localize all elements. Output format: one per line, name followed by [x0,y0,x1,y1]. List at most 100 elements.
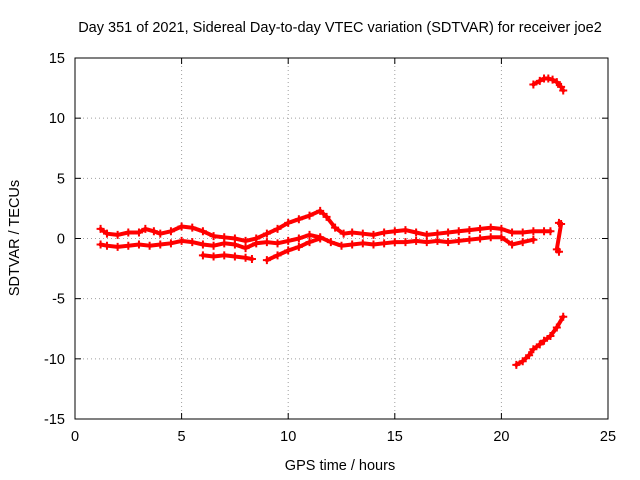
data-point [273,224,282,233]
data-point [422,230,431,239]
data-point [156,229,165,238]
data-point [96,224,105,233]
data-point [540,336,549,345]
data-point [124,228,133,237]
data-point [433,229,442,238]
data-point [412,228,421,237]
data-point [525,351,534,360]
data-point [188,223,197,232]
axis-ticks [74,57,609,420]
data-point [512,360,521,369]
data-point [134,240,143,249]
y-tick-label: 15 [49,51,65,67]
data-point [141,224,150,233]
data-point [476,234,485,243]
data-point [559,86,568,95]
data-point [241,253,250,262]
data-point [390,227,399,236]
data-point [557,220,566,229]
data-point [444,228,453,237]
data-point [284,218,293,227]
data-point [546,331,555,340]
data-point [535,76,544,85]
data-point [546,227,555,236]
data-point [465,226,474,235]
data-point [294,215,303,224]
plot-frame [74,57,609,420]
data-point [252,239,261,248]
data-point [209,252,218,261]
data-point [518,357,527,366]
data-point [529,80,538,89]
x-tick-label: 5 [178,429,186,445]
data-point [348,240,357,249]
data-point [305,230,314,239]
data-point [331,223,340,232]
data-point [316,206,325,215]
data-point [102,241,111,250]
x-tick-label: 0 [71,429,79,445]
data-point [508,228,517,237]
data-point [337,241,346,250]
data-point [390,238,399,247]
data-point [476,224,485,233]
data-point [348,228,357,237]
x-tick-labels: 0 5 10 15 20 25 [71,429,616,445]
series-0 [96,206,555,245]
x-tick-label: 20 [493,429,509,445]
series-trace [98,208,553,243]
y-tick-label: 10 [49,111,65,127]
y-tick-label: 0 [57,232,65,248]
chart-title: Day 351 of 2021, Sidereal Day-to-day VTE… [78,20,602,36]
data-point [358,229,367,238]
data-point [454,236,463,245]
data-point [262,229,271,238]
data-points [96,74,568,369]
data-point [177,222,186,231]
data-point [369,230,378,239]
data-point [552,78,561,87]
data-point [326,238,335,247]
data-point [316,234,325,243]
y-tick-labels: -15 -10 -5 0 5 10 15 [44,51,65,428]
data-point [465,235,474,244]
data-point [548,75,557,84]
data-point [294,242,303,251]
data-point [380,239,389,248]
data-point [554,247,563,256]
data-point [96,240,105,249]
data-point [544,74,553,83]
data-point [305,211,314,220]
data-point [198,227,207,236]
data-point [508,240,517,249]
data-point [156,240,165,249]
data-point [241,244,250,253]
series-2 [198,251,256,263]
grid-lines [75,58,608,419]
data-point [149,227,158,236]
data-point [273,251,282,260]
y-axis-label: SDTVAR / TECUs [7,180,23,296]
data-point [322,212,331,221]
x-tick-label: 25 [600,429,616,445]
data-point [497,233,506,242]
y-tick-label: -15 [44,412,65,428]
series-6 [552,218,566,256]
data-point [444,238,453,247]
data-point [358,239,367,248]
data-point [198,240,207,249]
data-point [433,236,442,245]
data-point [209,241,218,250]
data-point [247,254,256,263]
data-point [284,246,293,255]
series-1 [96,230,538,253]
data-point [401,226,410,235]
data-point [134,228,143,237]
data-point [166,239,175,248]
series-3 [262,234,325,265]
series-4 [529,74,568,95]
data-point [529,345,538,354]
data-point [518,238,527,247]
data-point [198,251,207,260]
